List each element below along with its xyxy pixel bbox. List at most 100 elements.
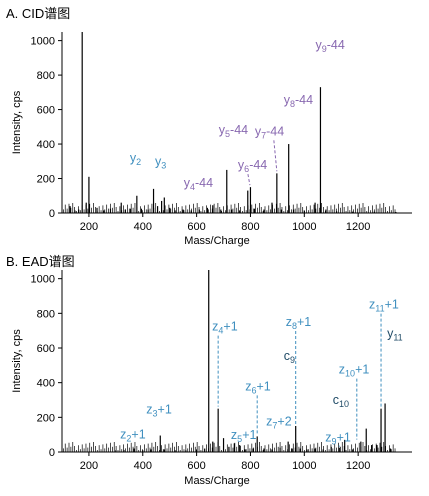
annotation-subscript: 6 [244, 164, 249, 174]
x-tick-label: 800 [241, 221, 259, 233]
peak-annotation: z9+1 [325, 431, 351, 447]
panel-title: B. EAD谱图 [6, 254, 75, 269]
x-tick-label: 1200 [346, 221, 370, 233]
peak-annotation: y11 [387, 326, 403, 342]
y-tick-label: 800 [37, 308, 55, 320]
panel-a: A. CID谱图 0 200 400 600 800 1000 200 400 600 800 100… [6, 6, 412, 247]
annotation-subscript: 4 [218, 326, 223, 336]
peak-annotation: z5+1 [231, 428, 257, 444]
annotation-suffix: +1 [297, 315, 311, 329]
annotation-suffix: +1 [337, 431, 351, 445]
annotation-leader [273, 140, 278, 172]
annotation-suffix: -44 [327, 38, 345, 52]
y-tick-label: 400 [37, 378, 55, 390]
peak-annotation: z4+1 [212, 320, 238, 336]
annotation-ion: y [155, 154, 162, 168]
annotation-ion: y [238, 158, 245, 172]
peak-annotation: z7+2 [266, 415, 292, 431]
peak-annotation: z3+1 [146, 403, 172, 419]
annotation-ion: c [333, 393, 339, 407]
annotation-subscript: 7 [261, 130, 266, 140]
x-tick-label: 400 [134, 221, 152, 233]
annotation-suffix: +2 [277, 415, 291, 429]
annotation-ion: c [284, 349, 290, 363]
peak-annotation: c9 [284, 349, 295, 365]
peak-annotation: y6-44 [238, 158, 267, 174]
annotation-ion: y [184, 176, 191, 190]
panel-title: A. CID谱图 [6, 6, 70, 21]
peak-annotation: y3 [155, 154, 166, 170]
annotation-subscript: 10 [345, 369, 355, 379]
y-tick-label: 1000 [31, 274, 55, 286]
annotation-ion: z [146, 403, 152, 417]
x-axis-title: Mass/Charge [184, 475, 249, 487]
peak-annotation: z8+1 [286, 315, 312, 331]
annotation-ion: z [231, 428, 237, 442]
peak-annotation: y7-44 [255, 124, 284, 140]
annotation-ion: z [286, 315, 292, 329]
annotation-ion: z [120, 428, 126, 442]
annotation-ion: y [315, 38, 322, 52]
peak-annotation: c10 [333, 393, 349, 409]
annotation-subscript: 6 [251, 385, 256, 395]
y-axis-title: Intensity, cps [11, 90, 23, 154]
annotation-subscript: 5 [237, 434, 242, 444]
annotation-suffix: +1 [385, 298, 399, 312]
peak-annotation: z2+1 [120, 428, 146, 444]
annotation-suffix: -44 [230, 123, 248, 137]
annotation-subscript: 9 [332, 437, 337, 447]
annotation-ion: y [130, 151, 137, 165]
peak-annotation: z11+1 [369, 298, 399, 314]
y-tick-label: 600 [37, 343, 55, 355]
annotation-subscript: 9 [322, 44, 327, 54]
annotation-ion: z [369, 298, 375, 312]
annotation-subscript: 11 [375, 304, 384, 314]
annotation-suffix: -44 [266, 124, 284, 138]
annotation-ion: z [266, 415, 272, 429]
x-tick-label: 800 [241, 460, 259, 472]
annotation-suffix: +1 [242, 428, 256, 442]
peak-annotation: y4-44 [184, 176, 213, 192]
annotation-suffix: -44 [295, 93, 313, 107]
annotation-subscript: 8 [290, 99, 295, 109]
x-tick-label: 1000 [292, 460, 316, 472]
annotation-ion: z [325, 431, 331, 445]
annotation-ion: z [212, 320, 218, 334]
peak-annotation: y8-44 [284, 93, 313, 109]
annotation-subscript: 9 [290, 355, 295, 365]
annotation-suffix: +1 [355, 363, 369, 377]
annotation-subscript: 2 [136, 157, 141, 167]
annotation-suffix: +1 [158, 403, 172, 417]
x-tick-label: 1200 [346, 460, 370, 472]
y-tick-label: 200 [37, 174, 55, 186]
annotation-subscript: 8 [292, 321, 297, 331]
baseline-noise [62, 203, 396, 213]
peak-annotation: z6+1 [245, 379, 271, 395]
peak-annotation: y2 [130, 151, 141, 167]
y-tick-label: 0 [49, 208, 55, 220]
x-axis-title: Mass/Charge [184, 235, 249, 247]
annotation-ion: y [387, 326, 394, 340]
annotation-subscript: 2 [126, 434, 131, 444]
annotation-subscript: 3 [153, 409, 158, 419]
x-tick-label: 600 [187, 221, 205, 233]
panel-b: B. EAD谱图 0 200 400 600 800 1000 200 400 600 800 100… [6, 254, 412, 487]
x-tick-label: 200 [80, 221, 98, 233]
y-tick-label: 800 [37, 70, 55, 82]
baseline-noise [62, 442, 396, 452]
annotation-ion: y [255, 124, 262, 138]
annotation-suffix: +1 [131, 428, 145, 442]
annotation-subscript: 3 [161, 160, 166, 170]
annotation-ion: y [284, 93, 291, 107]
x-tick-label: 600 [187, 460, 205, 472]
y-axis-title: Intensity, cps [11, 329, 23, 393]
y-tick-label: 400 [37, 139, 55, 151]
annotation-subscript: 7 [272, 421, 277, 431]
peak-annotation: y5-44 [219, 123, 248, 139]
x-tick-label: 1000 [292, 221, 316, 233]
peak-annotation: z10+1 [339, 363, 370, 379]
x-tick-label: 400 [134, 460, 152, 472]
annotation-leader [247, 174, 251, 186]
